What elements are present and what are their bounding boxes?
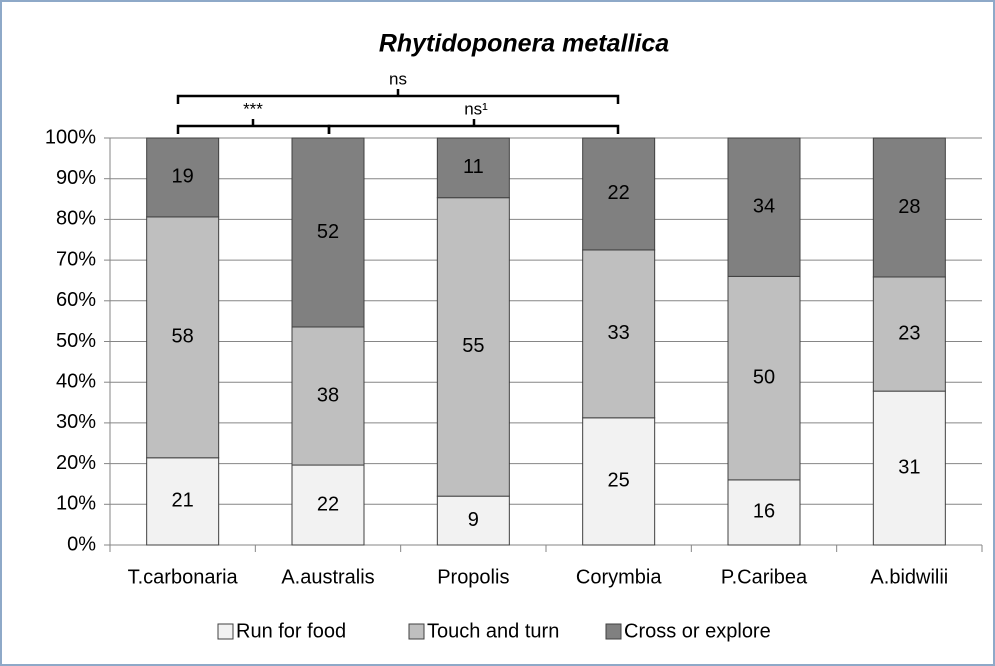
- legend-label: Touch and turn: [427, 620, 559, 642]
- bar-segment: [291, 464, 365, 546]
- bar-segment: [582, 417, 656, 546]
- bar-segment: [872, 276, 946, 392]
- bar-segment: [436, 197, 510, 497]
- data-label: 55: [462, 335, 484, 357]
- bar-segment: [582, 249, 656, 419]
- data-label: 22: [317, 493, 339, 515]
- data-label: 28: [898, 196, 920, 218]
- y-tick-label: 20%: [56, 452, 96, 474]
- bracket: [176, 89, 620, 104]
- x-tick-label: Propolis: [437, 566, 509, 588]
- bar-segment: [727, 137, 801, 277]
- y-tick-label: 70%: [56, 248, 96, 270]
- data-label: 52: [317, 221, 339, 243]
- data-label: 9: [468, 509, 479, 531]
- data-label: 25: [608, 470, 630, 492]
- legend-swatch: [408, 623, 425, 640]
- x-tick-label: A.bidwilii: [870, 566, 948, 588]
- bar-segment: [872, 390, 946, 546]
- data-label: 22: [608, 182, 630, 204]
- y-tick-label: 100%: [45, 126, 96, 148]
- bar-segment: [436, 137, 510, 199]
- y-tick-label: 90%: [56, 167, 96, 189]
- data-label: 21: [172, 490, 194, 512]
- y-tick-label: 50%: [56, 330, 96, 352]
- bar-segment: [291, 326, 365, 466]
- data-label: 38: [317, 384, 339, 406]
- y-tick-label: 10%: [56, 493, 96, 515]
- y-tick-label: 0%: [67, 533, 96, 555]
- data-label: 50: [753, 366, 775, 388]
- bar-segment: [146, 457, 220, 546]
- annotation: ***: [243, 99, 263, 118]
- y-tick-label: 60%: [56, 289, 96, 311]
- legend-label: Run for food: [236, 620, 346, 642]
- bar-segment: [146, 216, 220, 459]
- data-label: 11: [463, 156, 484, 178]
- data-label: 34: [753, 195, 775, 217]
- bar-segment: [727, 275, 801, 481]
- y-tick-label: 80%: [56, 208, 96, 230]
- y-tick-label: 30%: [56, 411, 96, 433]
- annotation: ns: [389, 69, 407, 88]
- x-tick-label: Corymbia: [576, 566, 662, 588]
- data-label: 31: [898, 456, 920, 478]
- chart-title: Rhytidoponera metallica: [379, 30, 669, 58]
- bar-segment: [727, 479, 801, 546]
- bar-segment: [872, 137, 946, 278]
- bracket: [327, 119, 620, 134]
- bar-segment: [291, 137, 365, 328]
- bar-segment: [146, 137, 220, 218]
- data-label: 19: [172, 166, 194, 188]
- data-label: 33: [608, 322, 630, 344]
- data-label: 16: [753, 501, 775, 523]
- x-tick-label: T.carbonaria: [128, 566, 239, 588]
- data-label: 23: [898, 322, 920, 344]
- legend-swatch: [605, 623, 622, 640]
- legend-label: Cross or explore: [624, 620, 771, 642]
- x-tick-label: P.Caribea: [721, 566, 808, 588]
- bar-segment: [582, 137, 656, 251]
- legend-swatch: [217, 623, 234, 640]
- y-tick-label: 40%: [56, 370, 96, 392]
- annotation: ns¹: [464, 99, 488, 118]
- x-tick-label: A.australis: [281, 566, 374, 588]
- data-label: 58: [172, 326, 194, 348]
